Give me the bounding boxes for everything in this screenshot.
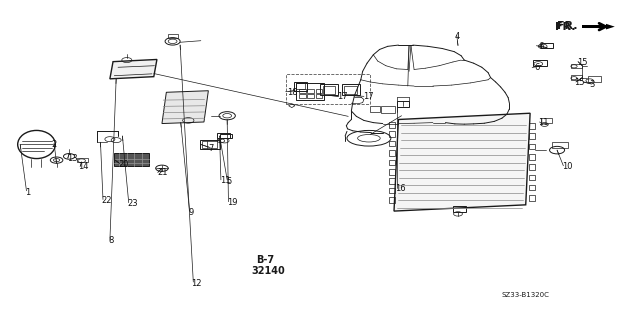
Text: B-7: B-7 xyxy=(256,255,274,264)
Bar xyxy=(541,42,554,48)
Bar xyxy=(529,185,535,190)
Text: 23: 23 xyxy=(127,199,138,208)
Text: 10: 10 xyxy=(562,162,573,171)
Polygon shape xyxy=(110,59,157,79)
Text: 1: 1 xyxy=(25,188,31,197)
Bar xyxy=(541,118,552,122)
Text: 7: 7 xyxy=(209,144,214,153)
Bar xyxy=(307,89,314,93)
Polygon shape xyxy=(394,113,530,211)
Bar xyxy=(571,75,582,80)
Bar xyxy=(571,63,582,68)
Bar xyxy=(552,142,568,148)
Bar xyxy=(344,86,357,94)
Bar xyxy=(533,60,547,66)
Text: 21: 21 xyxy=(157,168,168,177)
Bar xyxy=(389,188,396,193)
Text: 8: 8 xyxy=(109,236,114,245)
Text: 15: 15 xyxy=(574,78,584,87)
Bar xyxy=(285,74,370,104)
Bar xyxy=(529,144,535,149)
Text: 11: 11 xyxy=(220,176,230,185)
Bar xyxy=(320,85,337,95)
Bar xyxy=(296,83,324,100)
Bar xyxy=(529,133,535,139)
Bar xyxy=(323,86,335,94)
Bar xyxy=(397,101,409,107)
Text: 17: 17 xyxy=(363,93,373,101)
Text: 13: 13 xyxy=(67,154,77,163)
Bar xyxy=(389,150,396,156)
Bar xyxy=(588,76,601,82)
Bar xyxy=(389,131,396,137)
Bar xyxy=(296,83,305,89)
Text: 19: 19 xyxy=(227,198,237,207)
Text: 20: 20 xyxy=(118,160,129,169)
Bar xyxy=(202,141,217,148)
Text: 14: 14 xyxy=(79,162,89,171)
Bar xyxy=(529,154,535,160)
Bar xyxy=(115,153,148,166)
Bar xyxy=(307,94,314,98)
Bar xyxy=(389,141,396,146)
Text: FR.: FR. xyxy=(557,21,577,31)
Bar xyxy=(316,89,322,93)
Bar xyxy=(77,158,88,162)
Text: 32140: 32140 xyxy=(251,266,285,277)
Bar xyxy=(389,122,396,128)
Text: 5: 5 xyxy=(226,177,231,186)
Bar xyxy=(342,85,360,95)
Bar xyxy=(389,178,396,184)
Text: 9: 9 xyxy=(188,208,193,217)
Bar xyxy=(529,123,535,129)
Bar xyxy=(370,106,380,112)
Bar xyxy=(316,94,322,98)
Text: 18: 18 xyxy=(287,88,298,97)
Text: 6: 6 xyxy=(538,42,543,51)
Bar xyxy=(381,106,396,113)
Bar xyxy=(216,133,230,138)
Bar xyxy=(300,89,305,93)
Bar xyxy=(529,195,535,201)
Polygon shape xyxy=(582,25,609,28)
Bar xyxy=(220,134,232,138)
Bar xyxy=(453,206,465,212)
Bar xyxy=(300,94,305,98)
Text: 11: 11 xyxy=(538,118,548,127)
Polygon shape xyxy=(606,24,615,29)
Text: 22: 22 xyxy=(102,196,112,205)
Text: 15: 15 xyxy=(577,58,588,67)
Text: FR.: FR. xyxy=(556,22,576,32)
Bar xyxy=(389,197,396,203)
Bar xyxy=(389,169,396,174)
Bar xyxy=(200,140,220,150)
Text: 6: 6 xyxy=(534,63,540,72)
Text: 4: 4 xyxy=(455,32,460,41)
Polygon shape xyxy=(162,91,209,123)
Text: 12: 12 xyxy=(191,279,202,288)
Text: 3: 3 xyxy=(589,80,595,89)
Text: SZ33-B1320C: SZ33-B1320C xyxy=(502,293,550,299)
Text: 2: 2 xyxy=(52,140,57,149)
Bar xyxy=(529,174,535,180)
Bar xyxy=(529,164,535,170)
Bar xyxy=(389,160,396,165)
Text: 17: 17 xyxy=(337,93,348,101)
Text: 16: 16 xyxy=(396,184,406,193)
Bar xyxy=(168,34,178,38)
Bar xyxy=(294,82,307,91)
